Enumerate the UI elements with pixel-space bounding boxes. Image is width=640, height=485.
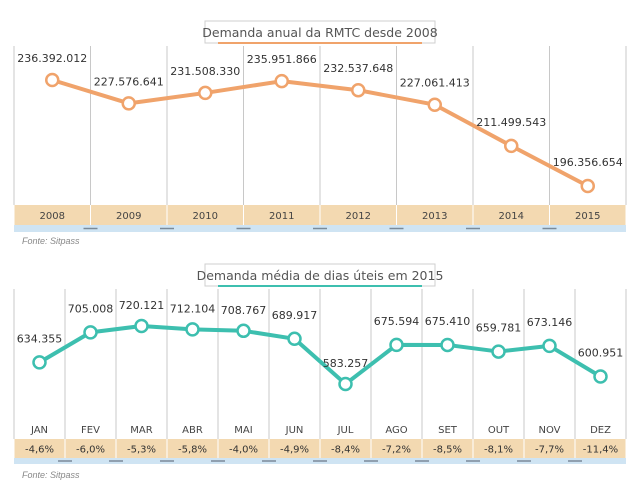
chart2-series: 634.355 705.008 720.121 712.104 708.767 689.9… — [17, 299, 624, 392]
chart2-percent-change-label: -4,9% — [280, 445, 309, 456]
chart2-data-point — [542, 338, 557, 354]
chart2-percent-change-label: -6,0% — [76, 445, 105, 456]
chart1-data-label: 232.537.648 — [323, 62, 393, 75]
chart2-data-label: 720.121 — [119, 299, 165, 312]
chart2-data-point — [185, 322, 200, 337]
chart2-data-point — [32, 355, 47, 370]
chart1-x-tick-label: 2011 — [269, 211, 294, 222]
chart2-x-tick-label: NOV — [538, 425, 560, 436]
chart2-data-point — [593, 369, 608, 384]
chart2-data-label: 675.594 — [374, 315, 420, 328]
chart1-data-point — [580, 178, 595, 194]
chart2-data-label: 708.767 — [221, 304, 267, 317]
chart2-source: Fonte: Sitpass — [22, 470, 80, 480]
chart2-percent-change-label: -11,4% — [583, 445, 618, 456]
chart2-data-point — [338, 376, 353, 392]
chart2-grid — [13, 289, 627, 439]
chart2-data-label: 675.410 — [425, 315, 471, 328]
chart2-data-point — [134, 318, 149, 334]
chart2-series-line — [38, 324, 602, 386]
chart2-x-tick-label: MAI — [234, 425, 252, 436]
chart1-data-point — [504, 138, 519, 154]
chart2-x-tick-label: OUT — [488, 425, 510, 436]
chart2-data-point — [440, 337, 455, 353]
chart2-data-label: 659.781 — [476, 322, 522, 335]
chart1-grid — [13, 46, 627, 205]
chart1-x-tick-label: 2009 — [116, 211, 141, 222]
chart1-data-label: 211.499.543 — [476, 116, 546, 129]
annual-demand-chart: Demanda anual da RMTC desde 2008 2008 200… — [13, 20, 627, 246]
chart2-data-label: 583.257 — [323, 357, 369, 370]
chart2-data-point — [389, 337, 404, 353]
chart1-data-label: 231.508.330 — [170, 65, 240, 78]
chart1-category-band: 2008 2009 2010 2011 2012 2013 2014 2015 — [13, 205, 627, 232]
chart2-x-tick-label: JUL — [337, 425, 354, 436]
chart2-data-label: 600.951 — [578, 347, 624, 360]
monthly-demand-chart: Demanda média de dias úteis em 2015 JAN F… — [13, 263, 627, 480]
chart2-data-label: 689.917 — [272, 309, 318, 322]
chart1-data-point — [121, 96, 136, 111]
chart2-percent-change-label: -4,6% — [25, 445, 54, 456]
chart1-data-point — [427, 97, 442, 112]
chart2-x-tick-label: JUN — [285, 425, 304, 436]
chart2-x-tick-label: JAN — [30, 425, 48, 436]
chart1-data-point — [198, 85, 213, 101]
chart2-data-point — [83, 325, 98, 340]
chart2-percent-change-label: -8,1% — [484, 445, 513, 456]
chart2-percent-change-label: -8,4% — [331, 445, 360, 456]
chart1-x-tick-label: 2010 — [193, 211, 218, 222]
chart1-x-tick-label: 2008 — [40, 211, 65, 222]
chart2-x-tick-label: AGO — [385, 425, 407, 436]
chart2-data-point — [287, 331, 302, 347]
chart2-category-band: JAN FEV MAR ABR MAI JUN JUL AGO SET OUT NOV DEZ -4,6… — [13, 425, 627, 464]
chart2-percent-change-label: -8,5% — [433, 445, 462, 456]
chart2-percent-change-label: -7,7% — [535, 445, 564, 456]
chart1-data-point — [45, 72, 60, 88]
chart1-title: Demanda anual da RMTC desde 2008 — [202, 25, 437, 40]
chart1-x-tick-label: 2015 — [575, 211, 600, 222]
chart1-x-tick-label: 2014 — [499, 211, 524, 222]
chart1-data-label: 227.061.413 — [400, 77, 470, 90]
chart2-percent-change-label: -7,2% — [382, 445, 411, 456]
chart1-data-point — [351, 82, 366, 98]
chart2-x-tick-label: DEZ — [590, 425, 611, 436]
chart1-x-tick-label: 2013 — [422, 211, 447, 222]
chart2-x-tick-label: SET — [438, 425, 458, 436]
chart2-data-label: 673.146 — [527, 316, 573, 329]
chart2-data-label: 634.355 — [17, 332, 63, 345]
chart2-x-tick-label: FEV — [81, 425, 100, 436]
chart2-data-point — [236, 323, 251, 339]
chart1-data-label: 196.356.654 — [553, 156, 623, 169]
chart2-data-point — [491, 344, 506, 359]
chart2-data-label: 705.008 — [68, 302, 114, 315]
chart1-series-line — [51, 78, 589, 188]
chart2-title: Demanda média de dias úteis em 2015 — [197, 268, 444, 283]
chart1-data-point — [274, 73, 289, 89]
chart1-series: 236.392.012 227.576.641 231.508.330 235.951… — [17, 52, 623, 194]
chart1-x-tick-label: 2012 — [346, 211, 371, 222]
chart2-x-tick-label: MAR — [130, 425, 152, 436]
chart1-data-label: 227.576.641 — [94, 75, 164, 88]
chart1-source: Fonte: Sitpass — [22, 236, 80, 246]
chart2-percent-change-label: -4,0% — [229, 445, 258, 456]
chart2-data-label: 712.104 — [170, 302, 216, 315]
chart2-percent-change-label: -5,3% — [127, 445, 156, 456]
chart1-data-label: 236.392.012 — [17, 52, 87, 65]
chart1-data-label: 235.951.866 — [247, 53, 317, 66]
chart2-x-tick-label: ABR — [182, 425, 203, 436]
chart2-percent-change-label: -5,8% — [178, 445, 207, 456]
